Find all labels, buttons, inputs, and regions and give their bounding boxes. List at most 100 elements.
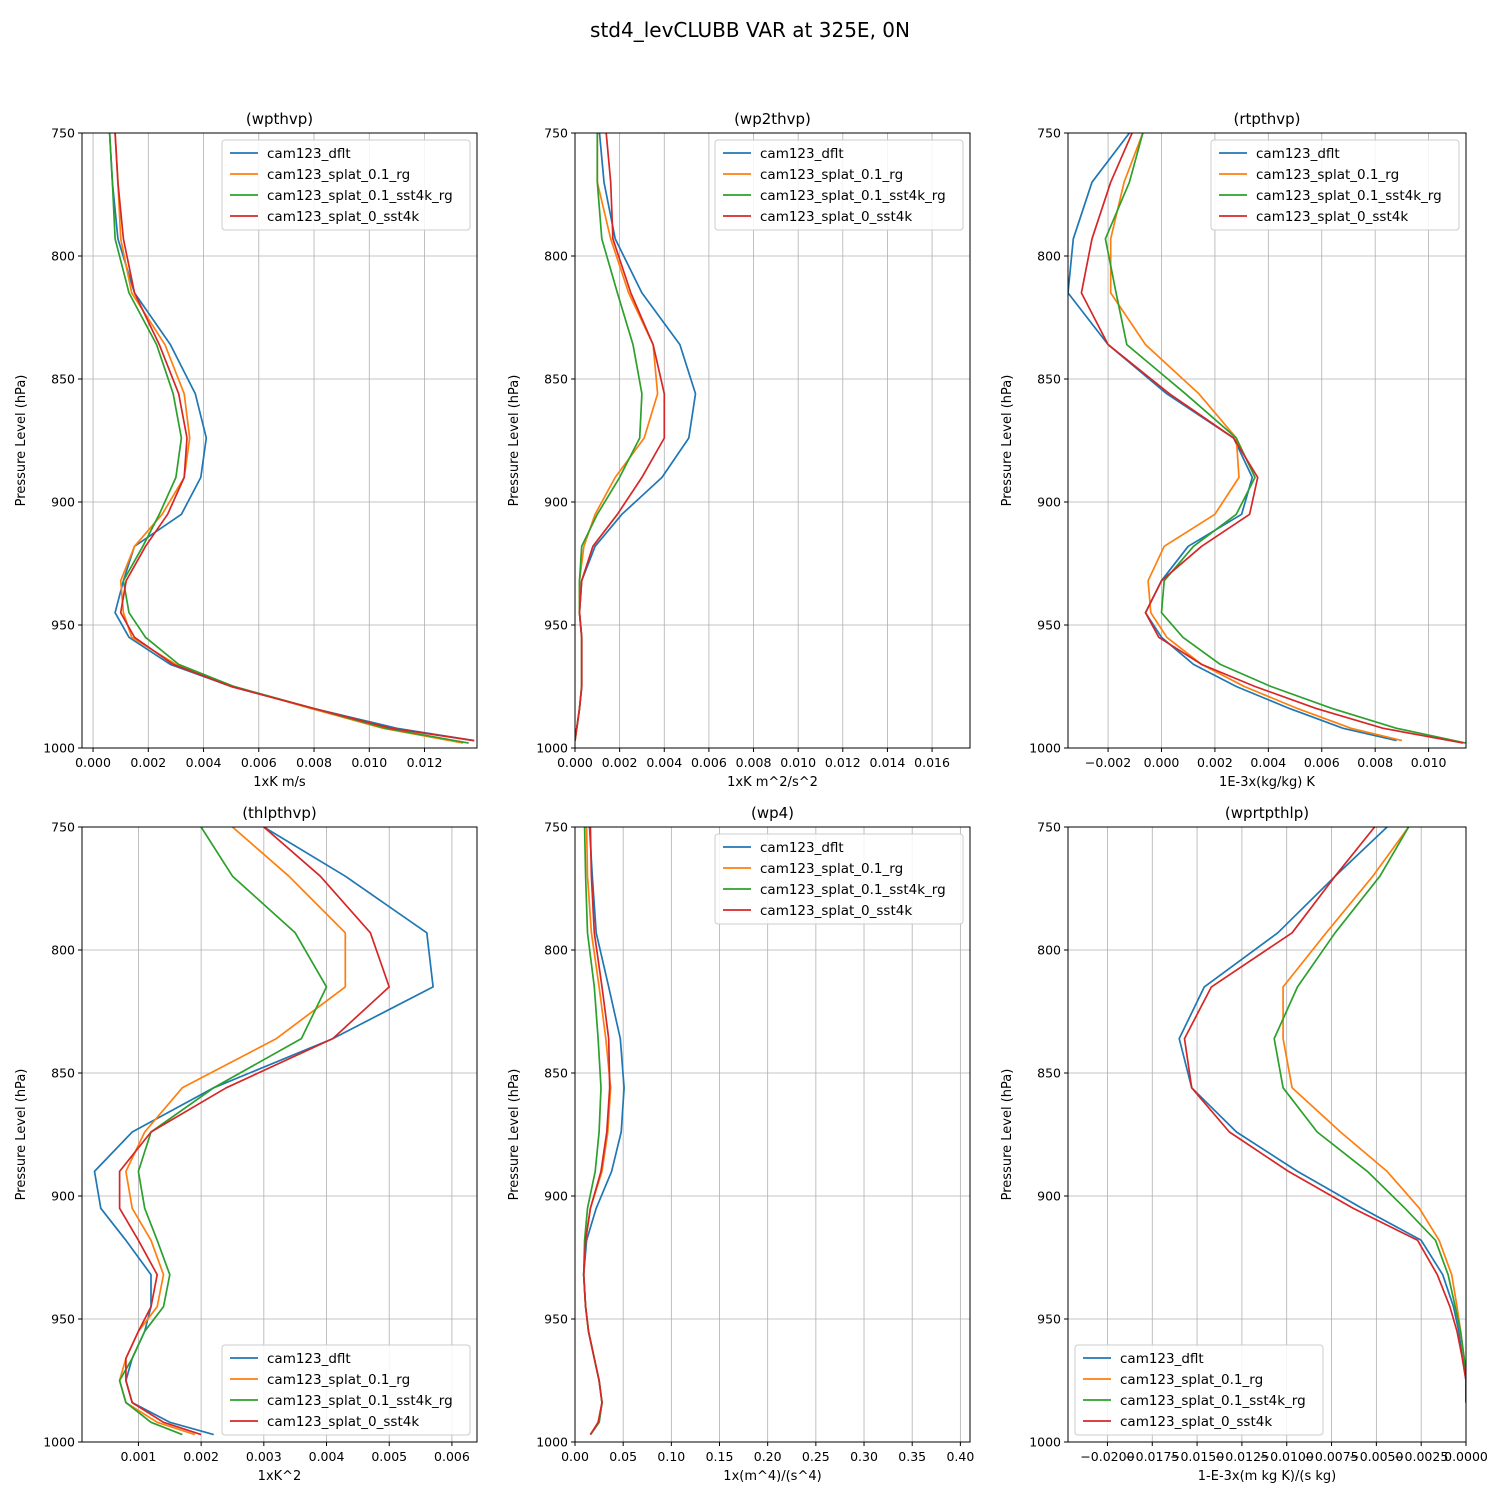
legend: cam123_dflt cam123_splat_0.1_rg cam123_spl… [221, 1344, 471, 1436]
x-tick-label: 0.002 [1197, 755, 1233, 770]
series-lines [575, 133, 697, 741]
x-tick-label: −0.0150 [1170, 1449, 1224, 1464]
legend-entry: cam123_splat_0.1_rg [760, 167, 903, 183]
y-tick-label: 800 [544, 943, 568, 958]
x-tick-label: 0.012 [407, 755, 443, 770]
series-lines [108, 133, 475, 744]
x-tick-label: 0.002 [183, 1449, 219, 1464]
panel-6: −0.0200−0.0175−0.0150−0.0125−0.0100−0.00… [1000, 804, 1488, 1484]
x-axis-label: 1xK m^2/s^2 [727, 775, 818, 790]
x-tick-label: 0.35 [898, 1449, 926, 1464]
x-tick-label: −0.0075 [1304, 1449, 1358, 1464]
series-line-cam123_splat_0_sst4k [575, 133, 666, 741]
x-tick-label: −0.002 [1085, 755, 1131, 770]
x-tick-label: 0.008 [296, 755, 332, 770]
legend-box [221, 1344, 471, 1436]
x-tick-label: 0.016 [914, 755, 950, 770]
figure-title: std4_levCLUBB VAR at 325E, 0N [590, 18, 910, 42]
legend-entry: cam123_splat_0_sst4k [267, 1414, 419, 1430]
x-tick-label: 0.002 [602, 755, 638, 770]
series-line-cam123_splat_0_sst4k [1080, 133, 1464, 744]
y-tick-label: 950 [51, 1312, 75, 1327]
x-tick-label: 0.006 [1304, 755, 1340, 770]
y-tick-label: 950 [544, 1312, 568, 1327]
legend-entry: cam123_splat_0.1_rg [1120, 1372, 1263, 1388]
y-tick-label: 1000 [1029, 1435, 1061, 1450]
panel-title: (thlpthvp) [242, 804, 317, 822]
axes-frame [574, 826, 971, 1443]
panel-4: 0.001 0.002 0.003 0.004 0.005 0.006 750 800 850 9… [14, 804, 478, 1484]
y-tick-label: 850 [544, 372, 568, 387]
y-axis-label: Pressure Level (hPa) [1000, 1069, 1015, 1201]
x-tick-label: 0.15 [706, 1449, 734, 1464]
x-tick-label: 0.000 [75, 755, 111, 770]
y-tick-label: 850 [51, 372, 75, 387]
x-tick-label: 0.000 [1144, 755, 1180, 770]
y-tick-label: 950 [51, 618, 75, 633]
x-tick-label: 0.20 [754, 1449, 782, 1464]
y-tick-label: 1000 [43, 1435, 75, 1450]
y-tick-label: 800 [1037, 943, 1061, 958]
legend-entry: cam123_splat_0.1_sst4k_rg [1256, 188, 1442, 204]
legend-entry: cam123_dflt [760, 840, 844, 856]
x-axis-label: 1xK m/s [253, 775, 306, 790]
series-line-cam123_splat_0_sst4k [114, 133, 475, 742]
y-tick-label: 750 [544, 820, 568, 835]
legend-entry: cam123_dflt [1120, 1351, 1204, 1367]
y-tick-label: 750 [51, 820, 75, 835]
legend-box [221, 139, 471, 231]
panel-5: 0.00 0.05 0.10 0.15 0.20 0.25 0.30 0.35 0.40 750 8… [507, 804, 974, 1484]
legend-box [1210, 139, 1460, 231]
axes-frame [574, 132, 971, 749]
y-tick-label: 950 [544, 618, 568, 633]
x-tick-label: 0.10 [657, 1449, 685, 1464]
axes-frame [81, 132, 478, 749]
legend: cam123_dflt cam123_splat_0.1_rg cam123_spl… [714, 833, 964, 925]
panel-title: (wpthvp) [246, 110, 313, 128]
x-tick-label: −0.0125 [1215, 1449, 1269, 1464]
legend-box [714, 833, 964, 925]
x-tick-label: 0.25 [802, 1449, 830, 1464]
x-tick-label: 0.002 [130, 755, 166, 770]
x-tick-label: 0.004 [1250, 755, 1286, 770]
x-tick-label: 0.014 [870, 755, 906, 770]
x-axis-label: 1xK^2 [258, 1469, 302, 1484]
x-tick-label: 0.005 [371, 1449, 407, 1464]
y-axis-label: Pressure Level (hPa) [1000, 375, 1015, 507]
series-line-cam123_dflt [1178, 827, 1466, 1403]
legend-entry: cam123_dflt [1256, 146, 1340, 162]
y-axis-label: Pressure Level (hPa) [14, 375, 29, 507]
y-axis-label: Pressure Level (hPa) [507, 1069, 522, 1201]
y-tick-label: 850 [544, 1066, 568, 1081]
x-tick-label: 0.00 [561, 1449, 589, 1464]
y-tick-label: 950 [1037, 1312, 1061, 1327]
x-tick-label: −0.0100 [1260, 1449, 1314, 1464]
y-tick-label: 1000 [1029, 741, 1061, 756]
x-tick-label: 0.010 [1411, 755, 1447, 770]
x-tick-label: −0.0025 [1394, 1449, 1448, 1464]
legend-entry: cam123_dflt [267, 146, 351, 162]
y-tick-label: 850 [1037, 1066, 1061, 1081]
y-tick-label: 750 [544, 126, 568, 141]
legend-entry: cam123_splat_0.1_rg [267, 167, 410, 183]
x-tick-label: 0.008 [736, 755, 772, 770]
x-axis-label: 1E-3x(kg/kg) K [1219, 775, 1315, 790]
legend: cam123_dflt cam123_splat_0.1_rg cam123_spl… [714, 139, 964, 231]
x-tick-label: 0.010 [780, 755, 816, 770]
y-tick-label: 750 [1037, 820, 1061, 835]
legend-entry: cam123_splat_0.1_sst4k_rg [1120, 1393, 1306, 1409]
y-tick-label: 900 [1037, 495, 1061, 510]
y-axis-label: Pressure Level (hPa) [507, 375, 522, 507]
y-tick-label: 900 [51, 495, 75, 510]
legend-entry: cam123_splat_0_sst4k [1256, 209, 1408, 225]
panel-1: 0.000 0.002 0.004 0.006 0.008 0.010 0.012 750 80… [14, 110, 478, 790]
panel-title: (wp4) [751, 804, 794, 822]
axes-frame [81, 826, 478, 1443]
y-tick-label: 900 [544, 495, 568, 510]
series-line-cam123_splat_0.1_rg [1109, 133, 1403, 742]
x-tick-label: 0.004 [309, 1449, 345, 1464]
x-tick-label: 0.006 [691, 755, 727, 770]
legend-entry: cam123_splat_0.1_sst4k_rg [267, 1393, 453, 1409]
series-line-cam123_splat_0_sst4k [1183, 827, 1466, 1403]
y-tick-label: 950 [1037, 618, 1061, 633]
